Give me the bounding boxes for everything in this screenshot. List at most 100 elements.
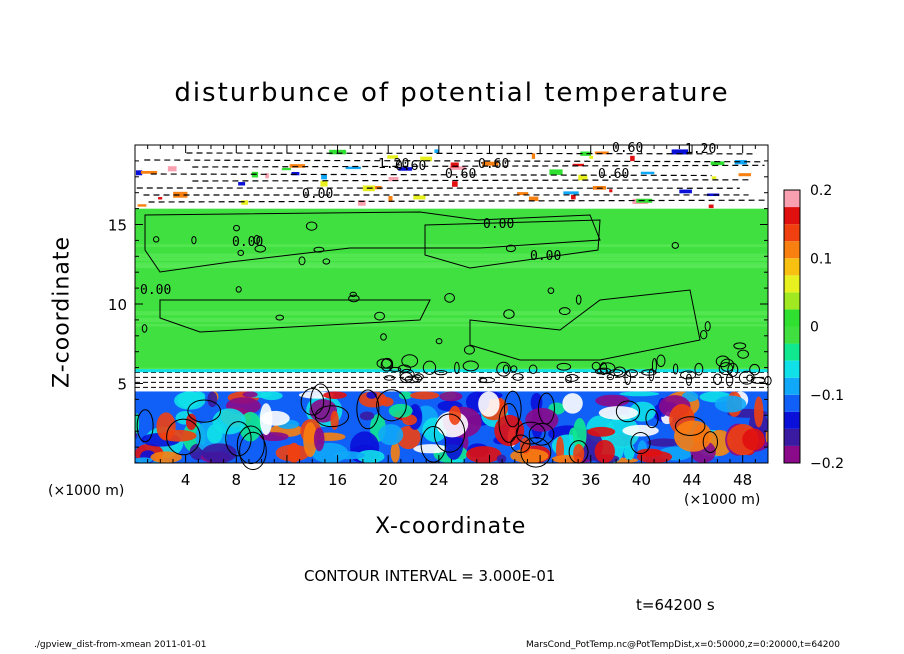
upper-noise-cell — [434, 149, 439, 153]
colorbar-swatch — [784, 326, 800, 344]
small-contour — [625, 369, 638, 378]
colorbar-swatch — [784, 377, 800, 395]
x-tick-label: 16 — [328, 471, 347, 489]
small-contour — [380, 333, 387, 341]
x-unit-label-left: (×1000 m) — [48, 483, 125, 499]
colorbar-swatch — [784, 207, 800, 225]
lower-contour — [537, 392, 555, 425]
lower-field-blob — [413, 444, 448, 454]
lower-field-blob — [207, 391, 218, 408]
contour-label: 0.60 — [612, 141, 643, 156]
contour-label: 1.20 — [378, 157, 409, 172]
y-tick-label: 10 — [108, 296, 127, 314]
small-contour — [422, 360, 437, 375]
small-contour — [374, 311, 385, 321]
lower-field-blob — [390, 441, 400, 463]
lower-field-blob — [629, 401, 656, 422]
lower-field-blob — [323, 391, 347, 399]
small-contour — [737, 349, 750, 359]
small-contour — [727, 362, 739, 377]
contour-label: 0.00 — [140, 283, 171, 298]
small-contour — [715, 355, 730, 368]
lower-field-blob — [636, 450, 673, 463]
upper-noise-cell — [738, 173, 752, 177]
small-contour — [152, 236, 160, 243]
small-contour — [254, 244, 267, 253]
colorbar-tick-label: −0.1 — [810, 388, 844, 404]
upper-noise-cell — [420, 156, 433, 162]
upper-noise-cell — [709, 155, 725, 161]
upper-noise-cell — [150, 162, 163, 168]
small-contour — [656, 354, 666, 368]
green-stripe — [135, 257, 768, 262]
small-contour — [380, 358, 394, 372]
footer-left: ./gpview_dist-from-xmean 2011-01-01 — [34, 640, 207, 650]
upper-noise-cell — [265, 173, 269, 179]
upper-noise-cell — [572, 163, 585, 167]
colorbar-swatch — [784, 445, 800, 463]
green-stripe — [135, 262, 768, 265]
green-stripe — [135, 311, 768, 316]
x-tick-label: 48 — [733, 471, 752, 489]
upper-noise-cell — [578, 174, 588, 181]
lower-contour — [498, 403, 520, 443]
small-contour — [454, 361, 460, 375]
upper-noise-cell — [398, 167, 413, 171]
lower-field-blob — [303, 421, 318, 458]
lower-field-blob — [410, 391, 440, 400]
lower-field-blob — [388, 403, 413, 418]
small-contour — [298, 256, 306, 266]
upper-noise-cell — [388, 196, 393, 203]
lower-field-blob — [496, 454, 507, 463]
lower-field-blob — [402, 414, 418, 426]
upper-noise-cell — [563, 191, 579, 195]
upper-noise-cell — [570, 194, 576, 200]
lower-field-blob — [562, 393, 583, 414]
colorbar-swatch — [784, 275, 800, 293]
small-contour — [575, 294, 582, 305]
small-contour — [349, 291, 357, 298]
lower-contour — [674, 416, 706, 436]
contour-label: 0.60 — [598, 167, 629, 182]
colorbar-swatch — [784, 190, 800, 208]
upper-noise-cell — [750, 180, 761, 187]
green-stripe — [135, 264, 768, 268]
lower-field-blob — [647, 438, 681, 447]
small-contour — [305, 221, 318, 231]
colorbar-tick-label: 0.2 — [810, 183, 832, 199]
colorbar-tick-label: −0.2 — [810, 456, 844, 472]
lower-contour — [503, 390, 522, 428]
y-axis: 5 10 15 — [108, 160, 768, 448]
upper-noise-cell — [137, 204, 147, 207]
small-contour — [599, 362, 608, 376]
upper-noise-cell — [289, 164, 305, 168]
upper-noise-cell — [321, 174, 328, 180]
lower-field-blob — [206, 424, 223, 444]
lower-contour — [615, 400, 641, 423]
upper-contour-line — [192, 179, 752, 182]
upper-noise-cell — [531, 153, 536, 159]
small-contour — [651, 358, 657, 373]
small-contour — [503, 309, 515, 319]
lower-field-blob — [359, 411, 375, 421]
upper-noise-cell — [238, 182, 246, 186]
x-tick-label: 32 — [531, 471, 550, 489]
lower-contour — [510, 434, 531, 454]
upper-noise-cell — [692, 198, 702, 201]
lower-field-blob — [754, 396, 764, 428]
upper-noise-cell — [640, 171, 655, 175]
lower-field-blob — [156, 412, 176, 441]
small-contour — [348, 294, 360, 303]
upper-noise-cell — [528, 196, 539, 201]
small-contour — [376, 358, 392, 369]
small-contour — [713, 373, 723, 386]
lower-contour — [630, 431, 651, 455]
lower-field-blob — [313, 427, 325, 452]
colorbar-swatch — [784, 292, 800, 310]
lower-contour — [225, 421, 252, 457]
lower-field-blob — [530, 392, 543, 413]
upper-noise-cell — [281, 167, 291, 171]
contour-label: 0.60 — [478, 157, 509, 172]
lower-field-blob — [494, 414, 525, 447]
